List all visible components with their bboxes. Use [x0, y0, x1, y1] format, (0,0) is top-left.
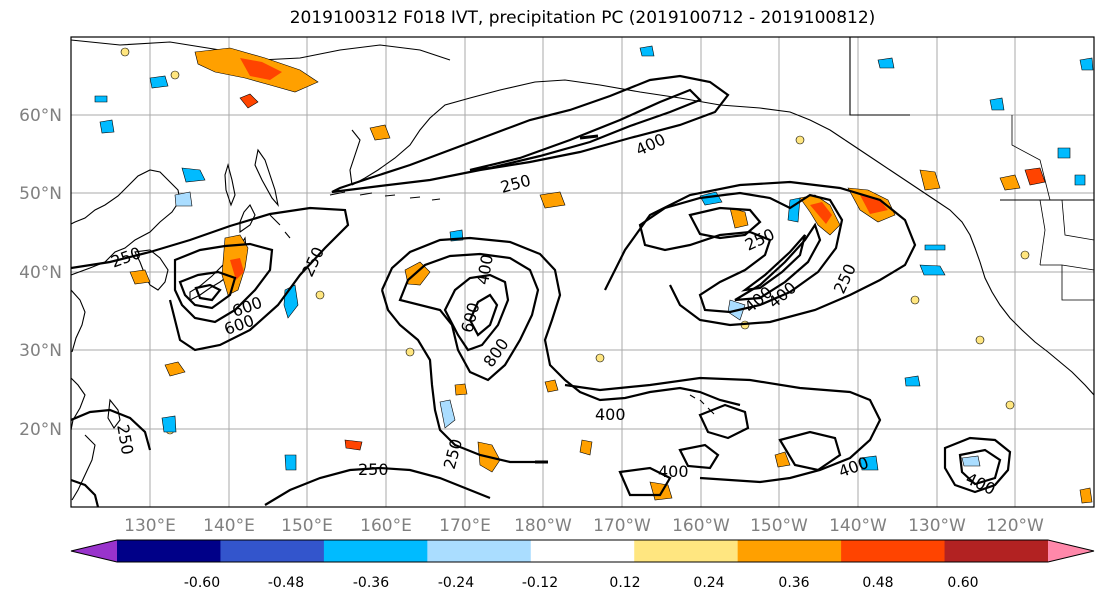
lon-label: 140°W [829, 516, 887, 536]
colorbar-tick-label: 0.12 [609, 575, 640, 591]
lat-label: 30°N [19, 341, 62, 361]
colorbar-segment [737, 540, 842, 562]
colorbar-tick-label: 0.24 [693, 575, 724, 591]
colorbar-tick-label: -0.48 [268, 575, 304, 591]
lon-label: 150°W [750, 516, 808, 536]
colorbar-tick-label: 0.60 [947, 575, 978, 591]
colorbar [70, 539, 1095, 563]
precipitation-pc-shading [94, 45, 1094, 504]
lon-label: 150°E [281, 516, 333, 536]
colorbar-segment [530, 540, 635, 562]
latitude-labels: 60°N 50°N 40°N 30°N 20°N [19, 106, 62, 440]
lat-label: 50°N [19, 184, 62, 204]
lat-label: 20°N [19, 420, 62, 440]
lon-label: 120°W [986, 516, 1044, 536]
colorbar-outline [70, 539, 1095, 563]
lat-label: 40°N [19, 263, 62, 283]
colorbar-segment [323, 540, 428, 562]
longitude-labels: 130°E 140°E 150°E 160°E 170°E 180°W 170°… [124, 516, 1044, 536]
colorbar-segment [220, 540, 325, 562]
coastlines [71, 37, 1094, 501]
colorbar-tick-label: -0.24 [438, 575, 474, 591]
colorbar-segment [427, 540, 532, 562]
colorbar-segment [944, 540, 1049, 562]
colorbar-tick-labels: -0.60 -0.48 -0.36 -0.24 -0.12 0.12 0.24 … [184, 575, 979, 591]
lon-label: 130°W [908, 516, 966, 536]
colorbar-tick-label: -0.60 [184, 575, 220, 591]
lon-label: 160°E [360, 516, 412, 536]
lon-label: 130°E [124, 516, 176, 536]
colorbar-tick-label: 0.48 [862, 575, 893, 591]
colorbar-segment [1048, 540, 1094, 562]
colorbar-segment [841, 540, 946, 562]
lon-label: 160°W [672, 516, 730, 536]
lon-label: 170°E [439, 516, 491, 536]
colorbar-segment [634, 540, 739, 562]
contour-label: 400 [658, 462, 689, 481]
lon-label: 180°W [514, 516, 572, 536]
colorbar-segment [117, 540, 221, 562]
contour-label: 250 [358, 460, 389, 479]
colorbar-tick-label: 0.36 [778, 575, 809, 591]
lon-label: 170°W [593, 516, 651, 536]
map-frame [70, 36, 1095, 508]
lon-label: 140°E [203, 516, 255, 536]
colorbar-segment [71, 540, 117, 562]
contour-label: 400 [595, 405, 626, 424]
map-title: 2019100312 F018 IVT, precipitation PC (2… [289, 8, 876, 28]
lat-label: 60°N [19, 106, 62, 126]
colorbar-tick-label: -0.36 [353, 575, 389, 591]
ivt-contours [71, 74, 1012, 507]
colorbar-tick-label: -0.12 [522, 575, 558, 591]
